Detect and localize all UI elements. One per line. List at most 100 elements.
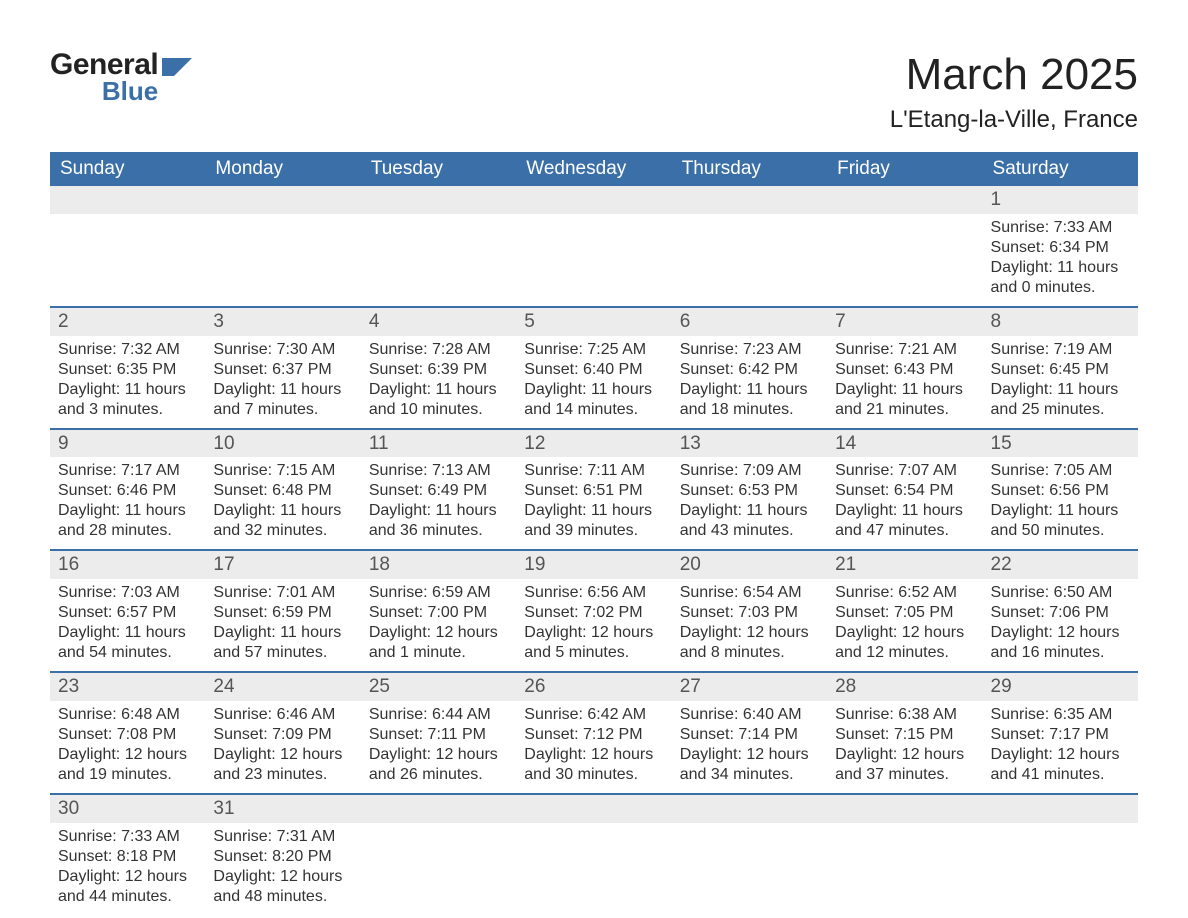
day-detail-cell: Sunrise: 6:44 AMSunset: 7:11 PMDaylight:…	[361, 701, 516, 794]
day-detail-cell	[827, 823, 982, 915]
day-detail-row: Sunrise: 7:17 AMSunset: 6:46 PMDaylight:…	[50, 457, 1138, 550]
day-sunrise: Sunrise: 6:42 AM	[524, 705, 663, 725]
day-detail-row: Sunrise: 6:48 AMSunset: 7:08 PMDaylight:…	[50, 701, 1138, 794]
day-dl1: Daylight: 11 hours	[213, 380, 352, 400]
day-dl2: and 21 minutes.	[835, 400, 974, 420]
day-detail-cell: Sunrise: 6:54 AMSunset: 7:03 PMDaylight:…	[672, 579, 827, 672]
day-detail-cell	[516, 214, 671, 307]
day-detail-cell: Sunrise: 6:56 AMSunset: 7:02 PMDaylight:…	[516, 579, 671, 672]
day-number-cell: 10	[205, 429, 360, 458]
day-detail-cell: Sunrise: 7:03 AMSunset: 6:57 PMDaylight:…	[50, 579, 205, 672]
day-sunset: Sunset: 6:59 PM	[213, 603, 352, 623]
day-dl2: and 32 minutes.	[213, 521, 352, 541]
day-detail-cell: Sunrise: 7:23 AMSunset: 6:42 PMDaylight:…	[672, 336, 827, 429]
day-dl2: and 41 minutes.	[991, 765, 1130, 785]
day-dl2: and 26 minutes.	[369, 765, 508, 785]
day-number-cell: 21	[827, 550, 982, 579]
day-detail-cell	[983, 823, 1138, 915]
day-number-cell: 17	[205, 550, 360, 579]
day-sunset: Sunset: 6:54 PM	[835, 481, 974, 501]
day-sunrise: Sunrise: 6:48 AM	[58, 705, 197, 725]
day-number-row: 23242526272829	[50, 672, 1138, 701]
day-sunrise: Sunrise: 7:13 AM	[369, 461, 508, 481]
day-sunrise: Sunrise: 7:33 AM	[991, 218, 1130, 238]
day-header: Wednesday	[516, 152, 671, 186]
day-detail-cell	[50, 214, 205, 307]
day-number-cell	[827, 186, 982, 214]
day-detail-cell: Sunrise: 7:15 AMSunset: 6:48 PMDaylight:…	[205, 457, 360, 550]
day-dl1: Daylight: 12 hours	[213, 745, 352, 765]
day-sunset: Sunset: 7:17 PM	[991, 725, 1130, 745]
day-dl2: and 36 minutes.	[369, 521, 508, 541]
day-detail-cell	[361, 823, 516, 915]
day-sunrise: Sunrise: 7:23 AM	[680, 340, 819, 360]
day-dl2: and 1 minute.	[369, 643, 508, 663]
day-number-row: 9101112131415	[50, 429, 1138, 458]
day-dl2: and 16 minutes.	[991, 643, 1130, 663]
day-detail-cell: Sunrise: 7:11 AMSunset: 6:51 PMDaylight:…	[516, 457, 671, 550]
day-sunset: Sunset: 6:39 PM	[369, 360, 508, 380]
day-sunset: Sunset: 6:49 PM	[369, 481, 508, 501]
day-number-cell: 2	[50, 307, 205, 336]
day-detail-cell: Sunrise: 6:38 AMSunset: 7:15 PMDaylight:…	[827, 701, 982, 794]
day-number-cell	[672, 794, 827, 823]
day-number-cell	[516, 794, 671, 823]
calendar-table: SundayMondayTuesdayWednesdayThursdayFrid…	[50, 152, 1138, 915]
logo: General Blue	[50, 50, 196, 104]
day-dl2: and 34 minutes.	[680, 765, 819, 785]
day-number-cell: 13	[672, 429, 827, 458]
day-sunset: Sunset: 6:40 PM	[524, 360, 663, 380]
calendar-head: SundayMondayTuesdayWednesdayThursdayFrid…	[50, 152, 1138, 186]
day-number-cell: 29	[983, 672, 1138, 701]
day-dl1: Daylight: 12 hours	[991, 623, 1130, 643]
day-detail-cell: Sunrise: 6:35 AMSunset: 7:17 PMDaylight:…	[983, 701, 1138, 794]
day-sunset: Sunset: 6:37 PM	[213, 360, 352, 380]
day-sunset: Sunset: 6:34 PM	[991, 238, 1130, 258]
day-dl1: Daylight: 12 hours	[680, 745, 819, 765]
day-sunrise: Sunrise: 6:50 AM	[991, 583, 1130, 603]
day-dl1: Daylight: 11 hours	[991, 258, 1130, 278]
day-dl1: Daylight: 12 hours	[58, 867, 197, 887]
day-dl2: and 14 minutes.	[524, 400, 663, 420]
day-header: Saturday	[983, 152, 1138, 186]
day-number-cell: 28	[827, 672, 982, 701]
day-detail-cell: Sunrise: 7:09 AMSunset: 6:53 PMDaylight:…	[672, 457, 827, 550]
day-number-cell: 20	[672, 550, 827, 579]
day-number-cell: 14	[827, 429, 982, 458]
day-dl2: and 25 minutes.	[991, 400, 1130, 420]
day-number-row: 16171819202122	[50, 550, 1138, 579]
day-dl1: Daylight: 11 hours	[991, 380, 1130, 400]
day-sunset: Sunset: 6:45 PM	[991, 360, 1130, 380]
day-sunrise: Sunrise: 7:30 AM	[213, 340, 352, 360]
day-header: Tuesday	[361, 152, 516, 186]
day-sunrise: Sunrise: 7:33 AM	[58, 827, 197, 847]
day-sunset: Sunset: 6:51 PM	[524, 481, 663, 501]
day-detail-cell: Sunrise: 7:21 AMSunset: 6:43 PMDaylight:…	[827, 336, 982, 429]
day-number-cell: 8	[983, 307, 1138, 336]
day-number-cell: 12	[516, 429, 671, 458]
day-header: Thursday	[672, 152, 827, 186]
day-sunrise: Sunrise: 6:46 AM	[213, 705, 352, 725]
day-dl1: Daylight: 12 hours	[680, 623, 819, 643]
day-dl1: Daylight: 12 hours	[991, 745, 1130, 765]
day-dl1: Daylight: 11 hours	[524, 380, 663, 400]
day-sunset: Sunset: 8:20 PM	[213, 847, 352, 867]
day-sunset: Sunset: 7:14 PM	[680, 725, 819, 745]
day-sunset: Sunset: 7:15 PM	[835, 725, 974, 745]
location-label: L'Etang-la-Ville, France	[890, 106, 1138, 134]
day-dl2: and 39 minutes.	[524, 521, 663, 541]
day-header: Friday	[827, 152, 982, 186]
day-dl1: Daylight: 11 hours	[835, 501, 974, 521]
day-detail-cell	[516, 823, 671, 915]
day-dl2: and 28 minutes.	[58, 521, 197, 541]
day-number-cell: 31	[205, 794, 360, 823]
day-detail-cell: Sunrise: 7:01 AMSunset: 6:59 PMDaylight:…	[205, 579, 360, 672]
day-number-cell: 22	[983, 550, 1138, 579]
day-dl2: and 3 minutes.	[58, 400, 197, 420]
day-number-cell: 16	[50, 550, 205, 579]
day-sunset: Sunset: 6:43 PM	[835, 360, 974, 380]
day-dl1: Daylight: 11 hours	[369, 380, 508, 400]
day-sunrise: Sunrise: 7:15 AM	[213, 461, 352, 481]
day-sunrise: Sunrise: 6:35 AM	[991, 705, 1130, 725]
day-number-row: 2345678	[50, 307, 1138, 336]
